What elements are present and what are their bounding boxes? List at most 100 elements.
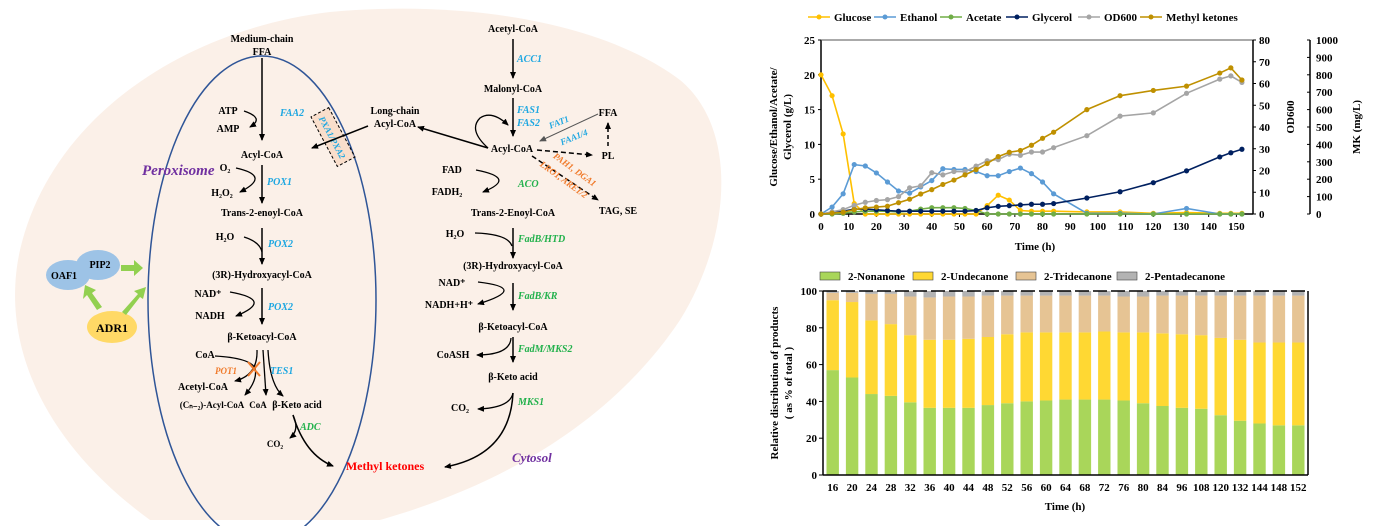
bar-chart-x-label: Time (h) — [1045, 501, 1086, 513]
bar-segment-2-undecanone — [1175, 334, 1189, 408]
data-point-ethanol — [1117, 210, 1123, 216]
x-tick-label: 150 — [1228, 221, 1245, 233]
bar-segment-2-pentadecanone — [923, 291, 936, 298]
y-tick-label: 60 — [806, 360, 818, 372]
bar-segment-2-tridecanone — [904, 296, 917, 336]
y-tick-label: 20 — [806, 433, 818, 445]
data-point-acetate — [918, 206, 924, 212]
y-tick-label: 25 — [804, 35, 816, 47]
bar-segment-2-nonanone — [826, 370, 839, 475]
data-point-methyl-ketones — [1084, 107, 1090, 113]
gene-pox2-b: POX2 — [268, 302, 293, 313]
data-point-glucose — [995, 192, 1001, 198]
data-point-acetate — [1039, 211, 1046, 217]
series-line-acetate — [821, 206, 1242, 215]
bar-segment-2-nonanone — [962, 407, 975, 475]
data-point-od600 — [1228, 73, 1234, 79]
data-point-methyl-ketones — [973, 167, 979, 173]
data-point-od600 — [1084, 133, 1090, 139]
bar-segment-2-tridecanone — [1117, 296, 1130, 333]
bar-segment-2-undecanone — [1039, 332, 1053, 401]
data-point-od600 — [907, 185, 913, 191]
data-point-glucose — [1150, 210, 1156, 216]
data-point-acetate — [895, 209, 902, 215]
x-tick-label: 32 — [905, 482, 917, 494]
gene-fas2: FAS2 — [516, 118, 540, 129]
y3-tick-label: 0 — [1316, 209, 1322, 221]
data-point-glucose — [862, 211, 868, 217]
data-point-od600 — [951, 168, 957, 175]
bar-segment-2-nonanone — [884, 395, 898, 475]
bar-segment-2-tridecanone — [942, 296, 956, 340]
adr1-node — [87, 311, 137, 343]
bar-segment-2-nonanone — [1175, 407, 1189, 475]
data-point-methyl-ketones — [840, 209, 846, 215]
y-tick-label: 40 — [806, 396, 818, 408]
cn2-acyl-coa: (Cₙ₋₂)-Acyl-CoA — [180, 400, 245, 410]
nadh-cyto: NADH+H⁺ — [425, 300, 473, 311]
data-point-glycerol — [1084, 195, 1090, 201]
data-point-ethanol — [851, 161, 857, 168]
data-point-glucose — [1117, 209, 1123, 215]
data-point-glucose — [973, 211, 979, 217]
methyl-ketones-label: Methyl ketones — [346, 459, 425, 473]
data-point-ethanol — [829, 204, 835, 210]
data-point-glucose — [1183, 210, 1190, 216]
legend-swatch-2-undecanone — [912, 271, 934, 281]
data-point-methyl-ketones — [1228, 65, 1234, 71]
data-point-glycerol — [1006, 203, 1012, 209]
x-tick-label: 76 — [1118, 482, 1130, 494]
data-point-ethanol — [884, 179, 891, 185]
data-point-od600 — [873, 197, 879, 204]
data-point-methyl-ketones — [929, 187, 935, 193]
data-point-methyl-ketones — [1028, 142, 1035, 148]
activation-arrow-icon — [83, 260, 146, 315]
line-chart-x-label: Time (h) — [1015, 241, 1056, 253]
data-point-glycerol — [851, 206, 857, 212]
y-tick-label: 15 — [804, 105, 816, 117]
data-point-glucose — [818, 72, 824, 78]
legend-marker-acetate — [948, 14, 954, 20]
beta-ketoacyl-coa-cyto: β-Ketoacyl-CoA — [478, 322, 548, 333]
data-point-ethanol — [995, 173, 1001, 179]
data-point-glucose — [940, 211, 946, 217]
bar-segment-2-undecanone — [1156, 333, 1169, 406]
bar-segment-2-nonanone — [1098, 399, 1111, 475]
gene-adc: ADC — [299, 422, 321, 433]
data-point-methyl-ketones — [1150, 87, 1156, 94]
atp-label: ATP — [218, 106, 237, 117]
bar-segment-2-tridecanone — [1195, 295, 1208, 336]
data-point-acetate — [951, 205, 957, 211]
x-tick-label: 36 — [924, 482, 936, 494]
y3-tick-label: 700 — [1316, 87, 1333, 99]
data-point-acetate — [995, 211, 1001, 217]
data-point-od600 — [1183, 90, 1190, 96]
bar-segment-2-tridecanone — [845, 292, 859, 303]
bar-segment-2-pentadecanone — [1039, 291, 1053, 296]
bar-segment-2-undecanone — [1098, 331, 1111, 400]
peroxisome-membrane — [147, 55, 377, 526]
legend-label-od600: OD600 — [1104, 12, 1138, 24]
data-point-glucose — [962, 211, 968, 217]
legend-swatch-2-pentadecanone — [1116, 271, 1138, 281]
y2-tick-label: 70 — [1259, 57, 1271, 69]
bar-segment-2-nonanone — [1039, 400, 1053, 475]
bar-segment-2-pentadecanone — [845, 291, 859, 293]
data-point-methyl-ketones — [1017, 147, 1023, 154]
gene-fas1: FAS1 — [516, 105, 540, 116]
x-tick-label: 148 — [1271, 482, 1288, 494]
x-tick-label: 110 — [1118, 221, 1134, 233]
line-chart-y2-label: OD600 — [1285, 100, 1297, 134]
data-point-glycerol — [1217, 154, 1223, 160]
y-tick-label: 20 — [804, 70, 816, 82]
x-tick-label: 152 — [1290, 482, 1307, 494]
data-point-glucose — [1239, 210, 1245, 216]
data-point-glycerol — [918, 208, 924, 214]
data-point-acetate — [973, 207, 979, 214]
data-point-ethanol — [873, 170, 879, 176]
line-chart-axes: 0 10 20 30 40 50 60 70 80 90 100 110 120 130 140 150051… — [804, 35, 1339, 233]
data-point-ethanol — [895, 188, 902, 194]
data-point-methyl-ketones — [1006, 149, 1012, 155]
bar-segment-2-tridecanone — [962, 296, 975, 339]
data-point-ethanol — [1084, 210, 1090, 216]
